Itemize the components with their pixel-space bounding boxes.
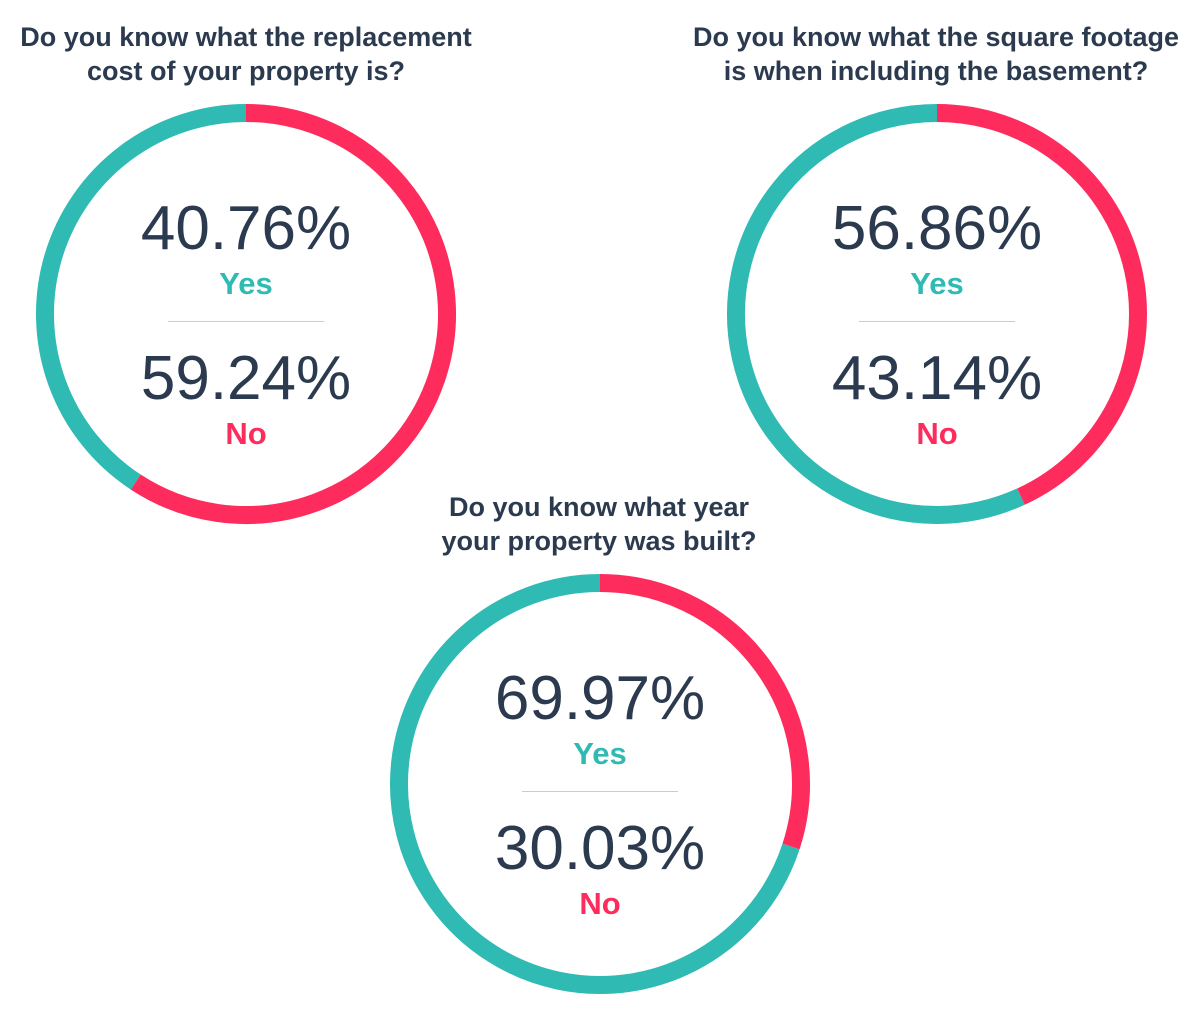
chart-3-title: Do you know what year your property was … [319,490,879,558]
chart-1-donut-svg [35,104,456,524]
chart-1-slice-yes [35,104,247,490]
chart-3-donut: 69.97% Yes 30.03% No [388,572,812,996]
chart-2-title-line-1: Do you know what the square footage [692,22,1180,52]
chart-1-no-percent: 59.24% [140,344,352,413]
chart-3-yes-label: Yes [573,736,627,771]
chart-2-slice-yes [727,104,1025,524]
chart-2-slice-no [936,104,1147,505]
chart-3-slice-yes [390,574,800,994]
chart-3-no-percent: 30.03% [494,814,706,883]
chart-2-center: 56.86% Yes 43.14% No [725,102,1149,526]
chart-2-no-label: No [916,416,958,451]
chart-1-title: Do you know what the replacement cost of… [0,20,526,88]
chart-2-no-percent: 43.14% [831,344,1043,413]
chart-1-yes-label: Yes [219,266,273,301]
chart-3-slice-no [599,574,810,850]
chart-1-divider [168,321,324,322]
chart-3-yes-percent: 69.97% [494,664,706,733]
chart-1-donut: 40.76% Yes 59.24% No [34,102,458,526]
chart-2-yes-percent: 56.86% [831,194,1043,263]
chart-3-title-line-2: your property was built? [441,526,757,556]
chart-1-no-label: No [225,416,267,451]
chart-1-slice-no [130,104,456,524]
chart-3-no-label: No [579,886,621,921]
chart-2-title-line-2: is when including the basement? [723,56,1149,86]
chart-3-center: 69.97% Yes 30.03% No [388,572,812,996]
chart-2-donut: 56.86% Yes 43.14% No [725,102,1149,526]
chart-2-title: Do you know what the square footage is w… [656,20,1200,88]
chart-3-title-line-1: Do you know what year [448,492,750,522]
chart-2-donut-svg [727,104,1147,524]
chart-1-title-line-1: Do you know what the replacement [20,22,472,52]
chart-1-yes-percent: 40.76% [140,194,352,263]
chart-1-title-line-2: cost of your property is? [86,56,406,86]
chart-3-divider [522,791,678,792]
chart-2-divider [859,321,1015,322]
chart-3-donut-svg [390,574,810,994]
chart-1-center: 40.76% Yes 59.24% No [34,102,458,526]
chart-2-yes-label: Yes [910,266,964,301]
